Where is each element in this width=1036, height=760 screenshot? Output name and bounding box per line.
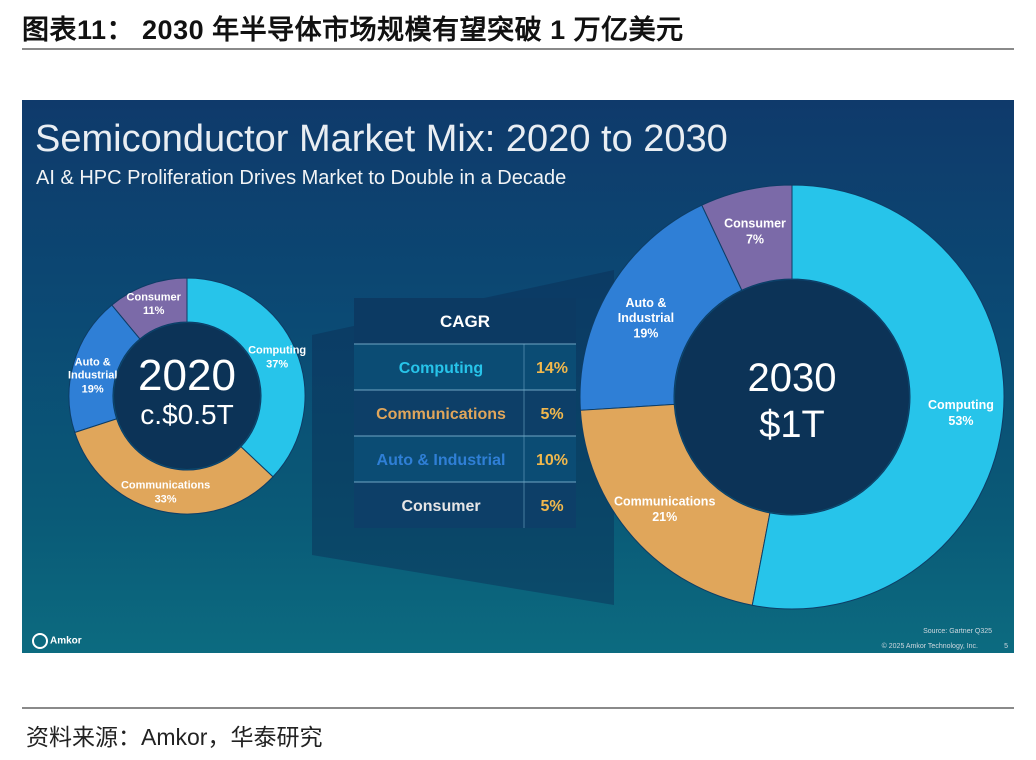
- cagr-segment-computing: Computing: [399, 360, 483, 377]
- cagr-header: CAGR: [440, 312, 490, 331]
- donut-2030-hole: [675, 280, 909, 514]
- donut-2030: Consumer 7% Auto & Industrial 19% Communicati…: [579, 184, 1005, 610]
- top-rule: [22, 48, 1014, 50]
- copyright: © 2025 Amkor Technology, Inc.: [881, 643, 978, 650]
- donut-2020-slice-communications: [74, 418, 274, 515]
- donut-2030-label-auto-and-industrial: Auto & Industrial 19%: [618, 296, 674, 341]
- donut-2030-label-computing: Computing 53%: [928, 398, 994, 428]
- donut-2020-label-communications: Communications 33%: [121, 480, 210, 506]
- donut-2030-slice-communications: [579, 403, 771, 606]
- donut-2020-slice-auto-and-industrial: [68, 304, 141, 434]
- donut-2020-value-computing: 37%: [266, 358, 288, 370]
- page-number: 5: [1004, 643, 1008, 650]
- cagr-row-consumer: Consumer 5%: [354, 481, 576, 528]
- cagr-row-bg: [354, 390, 576, 436]
- amkor-logo: Amkor: [32, 633, 82, 649]
- bottom-rule: [22, 707, 1014, 709]
- cagr-segment-auto-and-industrial: Auto & Industrial: [377, 452, 506, 469]
- slide-subtitle: AI & HPC Proliferation Drives Market to …: [36, 167, 567, 189]
- cagr-row-auto-and-industrial: Auto & Industrial 10%: [354, 435, 576, 482]
- donut-2020-label-consumer: Consumer 11%: [127, 291, 182, 317]
- donut-2030-center-label-0: 2030: [748, 356, 837, 400]
- donut-2030-center-label-1: $1T: [759, 404, 824, 446]
- donut-2030-slice-auto-and-industrial: [579, 204, 743, 411]
- cagr-row-computing: Computing 14%: [354, 343, 576, 390]
- cagr-segment-consumer: Consumer: [401, 498, 480, 515]
- donut-2020-hole: [114, 323, 260, 469]
- donut-2030-label-communications: Communications 21%: [614, 494, 715, 524]
- donut-2020-label-auto-and-industrial: Auto & Industrial 19%: [68, 356, 118, 395]
- slide: Consumer 11% Auto & Industrial 19% Communicat…: [22, 100, 1014, 653]
- cagr-row-communications: Communications 5%: [354, 389, 576, 436]
- semiconductor-mix-chart: Consumer 11%Auto & Industrial 19%Communicat…: [68, 184, 1005, 610]
- cagr-segment-communications: Communications: [376, 406, 506, 423]
- donut-2030-label-consumer: Consumer 7%: [724, 217, 786, 247]
- cagr-row-bg: [354, 482, 576, 528]
- donut-2030-value-consumer: 7%: [746, 232, 764, 246]
- donut-2030-slice-computing: [751, 184, 1005, 610]
- donut-2020: Consumer 11% Auto & Industrial 19% Communicat…: [68, 277, 306, 515]
- cagr-row-bg: [354, 344, 576, 390]
- donut-2020-slice-computing: [186, 277, 306, 478]
- donut-2030-value-computing: 53%: [948, 414, 973, 428]
- logo-text: Amkor: [50, 635, 82, 647]
- donut-2020-value-consumer: 11%: [143, 305, 165, 317]
- donut-2020-value-communications: 33%: [155, 493, 177, 505]
- donut-2020-value-auto-and-industrial: 19%: [82, 383, 104, 395]
- cagr-value-auto-and-industrial: 10%: [536, 452, 568, 469]
- donut-2030-value-communications: 21%: [652, 510, 677, 524]
- source-note: Source: Gartner Q325: [923, 628, 992, 635]
- cagr-row-bg: [354, 436, 576, 482]
- source-line: 资料来源：Amkor，华泰研究: [26, 724, 323, 750]
- figure-title: 图表11： 2030 年半导体市场规模有望突破 1 万亿美元: [22, 15, 684, 45]
- donut-2020-label-computing: Computing 37%: [248, 345, 306, 371]
- donut-2030-value-auto-and-industrial: 19%: [633, 326, 658, 340]
- donut-2020-center-label-0: 2020: [138, 351, 236, 400]
- donut-2020-center-label-1: c.$0.5T: [140, 399, 233, 430]
- cagr-value-consumer: 5%: [540, 498, 563, 515]
- logo-circle-icon: [32, 633, 48, 649]
- cagr-value-computing: 14%: [536, 360, 568, 377]
- slide-title: Semiconductor Market Mix: 2020 to 2030: [35, 118, 728, 160]
- cagr-header-bg: [354, 298, 576, 344]
- cagr-value-communications: 5%: [540, 406, 563, 423]
- cagr-table: CAGR Computing 14% Communications 5% Auto & I…: [354, 298, 576, 528]
